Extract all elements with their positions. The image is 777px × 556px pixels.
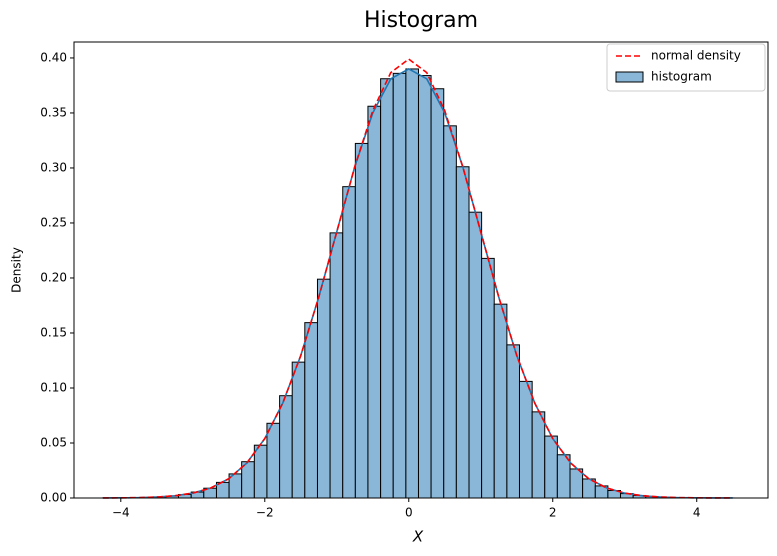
histogram-bar: [279, 395, 293, 499]
density-line: [102, 58, 733, 499]
legend-box: [606, 43, 766, 92]
histogram-bar: [392, 72, 407, 499]
histogram-bar: [367, 105, 382, 499]
histogram-bar: [430, 88, 445, 499]
x-tick-label: 2: [549, 506, 557, 520]
histogram-bar: [241, 461, 255, 499]
x-axis-label: X: [412, 528, 424, 546]
histogram-bar: [531, 411, 546, 499]
x-tick-label: −2: [256, 506, 274, 520]
y-tick-label: 0.25: [40, 215, 67, 229]
histogram-bar: [329, 232, 344, 499]
histogram-bar: [354, 142, 369, 499]
y-tick-label: 0.40: [40, 50, 67, 64]
legend-label: histogram: [651, 70, 712, 84]
plot-frame: [73, 41, 769, 499]
histogram-bar: [443, 125, 457, 499]
histogram-bar: [493, 303, 508, 499]
histogram-bar: [569, 468, 584, 499]
histogram-bar: [518, 380, 533, 499]
y-axis-label: Density: [10, 247, 24, 293]
y-tick-label: 0.20: [40, 270, 67, 284]
histogram-bar: [506, 344, 520, 499]
y-tick-label: 0.30: [40, 160, 67, 174]
histogram-bar: [455, 166, 470, 499]
histogram-bar: [481, 257, 495, 499]
histogram-bar: [468, 211, 483, 499]
histogram-bar: [291, 361, 306, 499]
histogram-bar: [405, 68, 419, 499]
x-tick-label: −4: [112, 506, 130, 520]
y-tick-label: 0.35: [40, 105, 67, 119]
histogram-bar: [316, 278, 331, 499]
histogram-bar: [380, 78, 394, 499]
chart-title: Histogram: [364, 8, 478, 33]
y-tick-label: 0.10: [40, 380, 67, 394]
legend-patch: [615, 71, 644, 83]
x-tick-label: 4: [693, 506, 701, 520]
x-tick-label: 0: [405, 506, 413, 520]
histogram-bar: [342, 186, 356, 499]
histogram-bar: [304, 322, 318, 499]
histogram-bar: [266, 422, 281, 499]
histogram-bar: [544, 435, 558, 499]
legend-label: normal density: [651, 49, 741, 63]
y-tick-label: 0.00: [40, 491, 67, 505]
histogram-bar: [556, 454, 571, 499]
histogram-bar: [417, 75, 432, 499]
histogram-bar: [253, 444, 268, 499]
y-tick-label: 0.15: [40, 325, 67, 339]
y-tick-label: 0.05: [40, 435, 67, 449]
